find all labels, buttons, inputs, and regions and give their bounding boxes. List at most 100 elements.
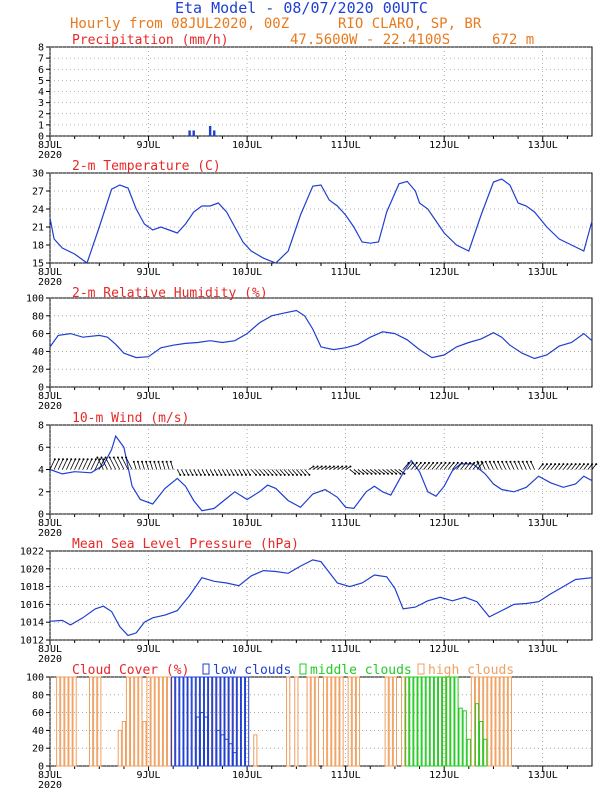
- wind-barb-head: [86, 458, 89, 461]
- cloud-high-bar: [286, 676, 291, 767]
- wind-barb-head: [358, 472, 361, 475]
- wind-barb-head: [460, 461, 463, 464]
- wind-barb: [361, 469, 368, 475]
- wind-barb-head: [94, 458, 97, 461]
- clouds-x-day-label: 12JUL: [429, 770, 459, 781]
- wind-barb: [267, 469, 273, 476]
- wind-barb-head: [324, 465, 327, 468]
- wind-barb: [162, 461, 166, 470]
- wind-barb: [201, 469, 206, 476]
- wind-barb: [571, 463, 576, 470]
- wind-barb-head: [423, 461, 426, 464]
- cloud-middle-bar: [483, 738, 488, 767]
- cloud-low-bar: [212, 676, 217, 767]
- precip-y-tick-label: 4: [38, 87, 44, 98]
- wind-barb-head: [98, 458, 101, 461]
- wind-barb: [452, 462, 459, 470]
- wind-barb: [378, 469, 385, 475]
- clouds-x-day-label: 8JUL: [38, 770, 62, 781]
- wind-barb: [74, 459, 80, 470]
- rh-x-day-label: 12JUL: [429, 391, 459, 402]
- wind-barb: [90, 459, 97, 470]
- wind-barb: [538, 463, 544, 470]
- wind-barb-head: [328, 465, 331, 468]
- wind-barb: [78, 459, 84, 470]
- wind-barb-head: [62, 458, 65, 461]
- cloud-high-bar: [347, 676, 352, 767]
- wind-barb: [255, 469, 261, 476]
- wind-barb-head: [386, 472, 389, 475]
- wind-barb: [554, 463, 560, 470]
- clouds-x-day-label: 11JUL: [331, 770, 361, 781]
- wind-barb-head: [271, 473, 274, 476]
- cloud-high-bar: [491, 676, 496, 767]
- wind-barb-head: [415, 461, 418, 464]
- wind-x-day-label: 8JUL: [38, 518, 62, 529]
- wind-barb-head: [74, 458, 77, 461]
- wind-barb-head: [279, 473, 282, 476]
- wind-barb: [205, 469, 210, 476]
- wind-barb-head: [161, 460, 164, 463]
- wind-barb: [197, 469, 202, 476]
- mslp-x-day-label: 13JUL: [528, 644, 558, 655]
- wind-barb-head: [550, 463, 553, 466]
- cloud-low-bar: [216, 729, 221, 767]
- mslp-x-year-label: 2020: [38, 654, 62, 665]
- clouds-x-day-label: 13JUL: [528, 770, 558, 781]
- wind-x-year-label: 2020: [38, 528, 62, 539]
- wind-barb: [386, 469, 393, 475]
- wind-barb: [390, 469, 397, 475]
- wind-barb-head: [333, 465, 336, 468]
- wind-barb-head: [497, 460, 500, 463]
- wind-x-day-label: 11JUL: [331, 518, 361, 529]
- wind-barb-head: [316, 465, 319, 468]
- cloud-low-bar: [208, 676, 213, 767]
- wind-barb-head: [179, 473, 182, 476]
- precip-x-day-label: 11JUL: [331, 140, 361, 151]
- mslp-x-day-label: 11JUL: [331, 644, 361, 655]
- wind-barb: [181, 469, 185, 476]
- wind-barb-head: [195, 473, 198, 476]
- clouds-x-day-label: 9JUL: [136, 770, 160, 781]
- precip-y-tick-label: 2: [38, 109, 44, 120]
- wind-barb: [579, 463, 585, 470]
- wind-barb: [125, 457, 133, 470]
- wind-barb: [591, 463, 597, 470]
- wind-barb: [82, 459, 89, 470]
- mslp-y-tick-label: 1020: [20, 564, 44, 575]
- wind-x-day-label: 12JUL: [429, 518, 459, 529]
- wind-barb: [489, 461, 494, 470]
- wind-barb-head: [153, 460, 156, 463]
- wind-barb: [109, 457, 117, 470]
- legend-high-label: high clouds: [428, 663, 514, 678]
- elevation-label: 672 m: [492, 32, 534, 48]
- rh-x-year-label: 2020: [38, 401, 62, 412]
- wind-barb-head: [312, 465, 315, 468]
- wind-barb-head: [444, 461, 447, 464]
- cloud-high-bar: [495, 676, 500, 767]
- cloud-high-bar: [166, 676, 172, 767]
- wind-barb: [101, 457, 108, 470]
- temp-x-year-label: 2020: [38, 277, 62, 288]
- wind-barb-head: [452, 461, 455, 464]
- mslp-y-tick-label: 1016: [20, 600, 44, 611]
- cloud-high-bar: [158, 676, 163, 767]
- cloud-middle-bar: [474, 703, 480, 767]
- cloud-high-bar: [388, 676, 393, 767]
- wind-barb-head: [320, 465, 323, 468]
- wind-barb-head: [183, 473, 186, 476]
- wind-barb-head: [121, 456, 124, 459]
- wind-barb: [287, 469, 294, 476]
- cloud-middle-bar: [450, 676, 455, 767]
- wind-barb: [382, 469, 389, 475]
- precip-x-year-label: 2020: [38, 150, 62, 161]
- wind-barb: [217, 469, 222, 476]
- wind-barb-head: [395, 472, 398, 475]
- clouds-y-tick-label: 100: [26, 673, 44, 684]
- wind-barb: [357, 469, 364, 475]
- wind-barb-head: [66, 458, 69, 461]
- wind-barb-head: [391, 472, 394, 475]
- wind-barb: [222, 469, 226, 476]
- wind-barb: [562, 463, 568, 470]
- cloud-high-bar: [125, 676, 131, 767]
